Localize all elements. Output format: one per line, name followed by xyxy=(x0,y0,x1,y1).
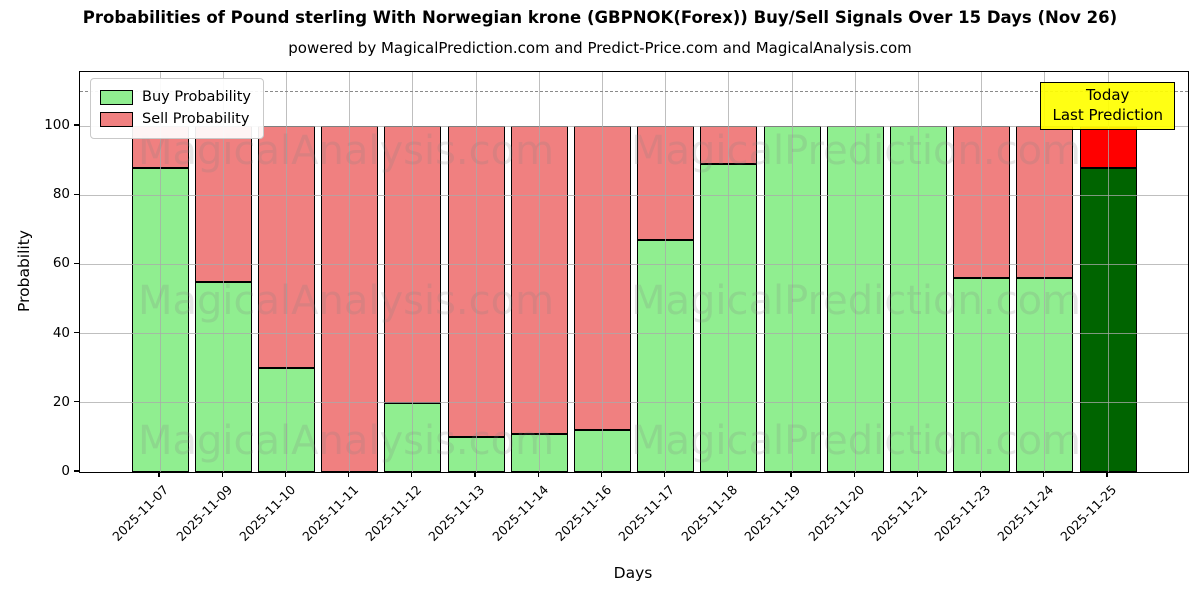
x-tick-label: 2025-11-07 xyxy=(109,482,172,544)
legend-item-buy: Buy Probability xyxy=(100,86,251,108)
x-tick-label: 2025-11-24 xyxy=(994,482,1057,544)
watermark-text: MagicalAnalysis.com xyxy=(137,278,555,324)
legend: Buy Probability Sell Probability xyxy=(90,78,264,139)
plot-area: MagicalAnalysis.com MagicalPrediction.com… xyxy=(79,71,1189,473)
today-annotation-line1: Today xyxy=(1086,86,1130,104)
dashed-guide-line xyxy=(80,91,1188,92)
legend-item-sell: Sell Probability xyxy=(100,108,251,130)
x-tick-label: 2025-11-20 xyxy=(804,482,867,544)
x-tick-label: 2025-11-25 xyxy=(1057,482,1120,544)
x-tick-label: 2025-11-16 xyxy=(552,482,615,544)
watermark-text: MagicalPrediction.com xyxy=(631,278,1081,324)
buy-swatch-icon xyxy=(100,89,133,105)
y-tick-label: 40 xyxy=(52,324,70,341)
x-tick-label: 2025-11-14 xyxy=(488,482,551,544)
x-tick-label: 2025-11-09 xyxy=(172,482,235,544)
today-annotation: Today Last Prediction xyxy=(1040,82,1175,130)
x-tick-label: 2025-11-21 xyxy=(868,482,931,544)
watermarks-layer: MagicalAnalysis.com MagicalPrediction.com… xyxy=(80,72,1188,472)
x-tick-label: 2025-11-11 xyxy=(299,482,362,544)
sell-swatch-icon xyxy=(100,112,133,128)
y-tick-label: 100 xyxy=(44,117,70,133)
watermark-text: MagicalPrediction.com xyxy=(631,418,1081,464)
chart-subtitle: powered by MagicalPrediction.com and Pre… xyxy=(288,39,912,57)
x-axis-label: Days xyxy=(613,564,653,582)
x-tick-label: 2025-11-12 xyxy=(362,482,425,544)
chart-title: Probabilities of Pound sterling With Nor… xyxy=(82,8,1118,27)
today-annotation-line2: Last Prediction xyxy=(1052,106,1163,125)
watermark-text: MagicalAnalysis.com xyxy=(137,418,555,464)
watermark-text: MagicalPrediction.com xyxy=(631,128,1081,174)
y-tick-label: 60 xyxy=(52,255,70,272)
x-tick-label: 2025-11-13 xyxy=(425,482,488,544)
y-tick-label: 0 xyxy=(61,463,70,479)
y-tick-label: 20 xyxy=(52,393,70,410)
bar-2025-11-23 xyxy=(953,126,1011,472)
x-tick-label: 2025-11-17 xyxy=(615,482,678,544)
legend-label-sell: Sell Probability xyxy=(142,111,250,128)
x-tick-label: 2025-11-10 xyxy=(236,482,299,544)
y-tick-label: 80 xyxy=(52,186,70,203)
x-tick-label: 2025-11-19 xyxy=(741,482,804,544)
x-tick-label: 2025-11-23 xyxy=(931,482,994,544)
x-tick-label: 2025-11-18 xyxy=(678,482,741,544)
gridlines-layer xyxy=(80,72,1188,472)
legend-label-buy: Buy Probability xyxy=(142,89,251,105)
